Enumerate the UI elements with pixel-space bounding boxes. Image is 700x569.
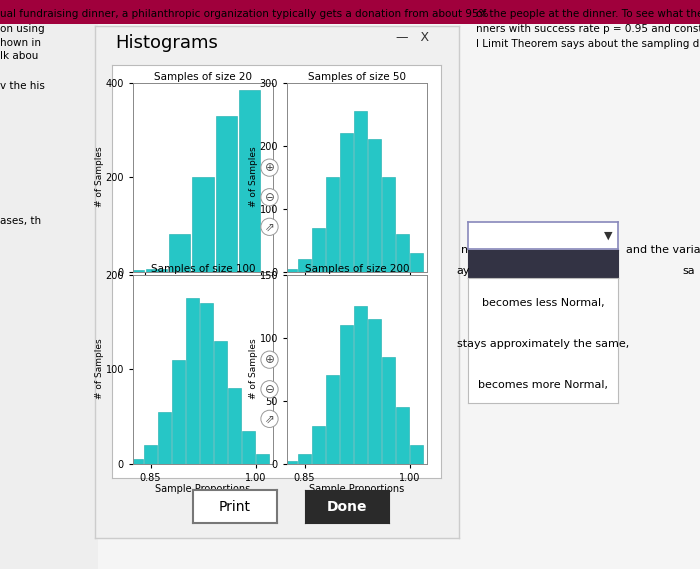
Text: l Limit Theorem says about the sampling distribu: l Limit Theorem says about the sampling …: [476, 39, 700, 49]
Title: Samples of size 200: Samples of size 200: [304, 264, 410, 274]
Bar: [354, 306, 367, 464]
Title: Samples of size 100: Samples of size 100: [150, 264, 256, 274]
Bar: [228, 388, 241, 464]
Text: ▼: ▼: [603, 230, 612, 241]
Bar: [340, 325, 353, 464]
Bar: [169, 234, 190, 271]
Text: on using: on using: [0, 24, 45, 34]
X-axis label: Sample Proportions: Sample Proportions: [309, 484, 405, 494]
Bar: [144, 445, 157, 464]
Bar: [146, 269, 167, 271]
Bar: [284, 269, 297, 271]
Text: becomes less Normal,: becomes less Normal,: [482, 298, 604, 308]
Title: Samples of size 20: Samples of size 20: [154, 72, 252, 82]
Bar: [298, 259, 311, 271]
Text: of the people at the dinner. To see what the don: of the people at the dinner. To see what…: [476, 9, 700, 19]
Y-axis label: # of Samples: # of Samples: [249, 339, 258, 399]
Text: ⊖: ⊖: [265, 191, 274, 204]
Y-axis label: # of Samples: # of Samples: [95, 339, 104, 399]
Bar: [354, 111, 367, 271]
Title: Samples of size 50: Samples of size 50: [308, 72, 406, 82]
Bar: [239, 89, 260, 271]
X-axis label: Sample Proportions: Sample Proportions: [309, 292, 405, 302]
Bar: [326, 376, 339, 464]
Text: Print: Print: [219, 500, 251, 514]
Bar: [312, 426, 325, 464]
Bar: [410, 445, 423, 464]
Text: becomes more Normal,: becomes more Normal,: [478, 380, 608, 390]
Bar: [396, 234, 409, 271]
Bar: [382, 177, 395, 271]
Bar: [158, 412, 171, 464]
Text: n: n: [461, 245, 468, 255]
X-axis label: Sample Proportions: Sample Proportions: [155, 484, 251, 494]
Text: ⊖: ⊖: [265, 383, 274, 396]
Bar: [298, 453, 311, 464]
Bar: [410, 253, 423, 271]
Y-axis label: # of Samples: # of Samples: [249, 147, 258, 208]
Text: and the varia: and the varia: [626, 245, 700, 255]
Bar: [216, 116, 237, 271]
Text: ⇗: ⇗: [265, 220, 274, 233]
Bar: [214, 341, 227, 464]
Bar: [326, 177, 339, 271]
Text: ⊕: ⊕: [265, 161, 274, 174]
Text: v the his: v the his: [0, 81, 45, 91]
Bar: [284, 461, 297, 464]
Text: lk abou: lk abou: [0, 51, 38, 61]
Text: Histograms: Histograms: [116, 34, 218, 52]
Text: —   X: — X: [395, 31, 428, 44]
Bar: [312, 228, 325, 271]
Y-axis label: # of Samples: # of Samples: [95, 147, 104, 208]
Text: ⊕: ⊕: [265, 353, 274, 366]
Bar: [256, 454, 269, 464]
Text: nners with success rate p = 0.95 and constructed: nners with success rate p = 0.95 and con…: [476, 24, 700, 34]
Bar: [382, 357, 395, 464]
Bar: [368, 139, 381, 271]
Bar: [368, 319, 381, 464]
X-axis label: Sample Proportions: Sample Proportions: [155, 292, 251, 302]
Text: ual fundraising dinner, a philanthropic organization typically gets a donation f: ual fundraising dinner, a philanthropic …: [0, 9, 489, 19]
Bar: [193, 177, 214, 271]
Text: ⇗: ⇗: [265, 413, 274, 426]
Bar: [340, 133, 353, 271]
Text: sa: sa: [682, 266, 695, 276]
Text: ases, th: ases, th: [0, 216, 41, 226]
Bar: [200, 303, 213, 464]
Bar: [242, 431, 255, 464]
Bar: [186, 298, 199, 464]
Text: stays approximately the same,: stays approximately the same,: [456, 339, 629, 349]
Bar: [396, 407, 409, 464]
Bar: [130, 459, 143, 464]
Bar: [172, 360, 185, 464]
Text: hown in: hown in: [0, 38, 41, 48]
Text: Done: Done: [326, 500, 367, 514]
Text: ay: ay: [456, 266, 470, 276]
Bar: [122, 270, 144, 271]
